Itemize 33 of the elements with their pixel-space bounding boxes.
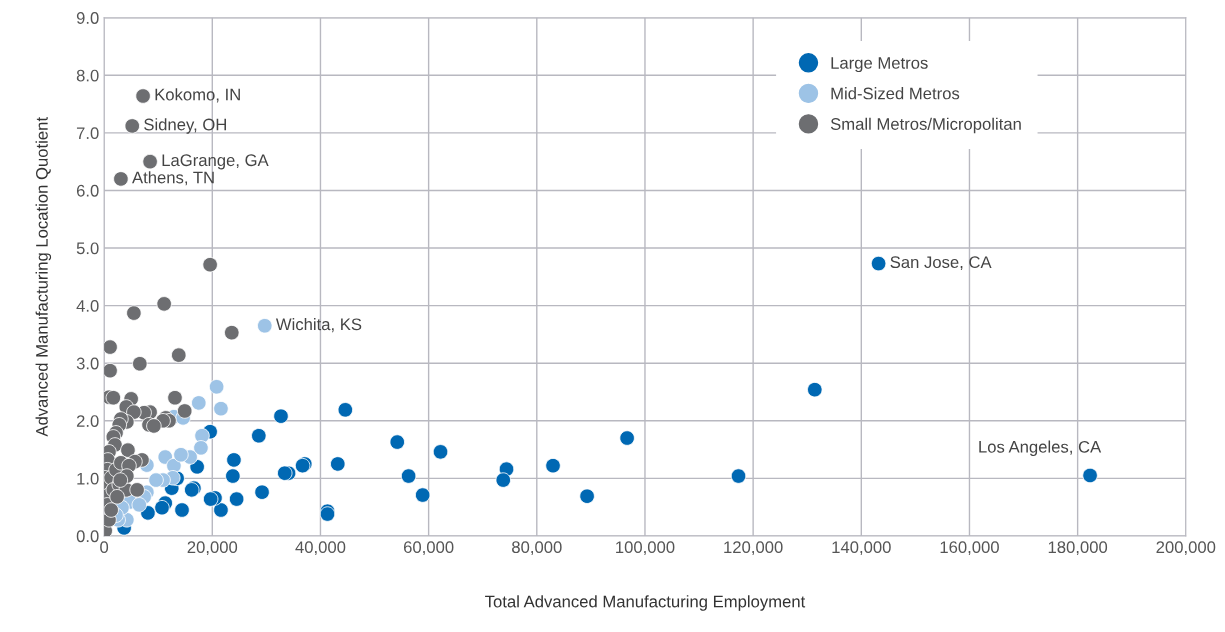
y-tick-label: 8.0 — [76, 69, 99, 82]
y-axis-title: Advanced Manufacturing Location Quotient — [35, 117, 52, 437]
x-tick-label: 40,000 — [295, 541, 346, 556]
x-tick-label: 80,000 — [512, 541, 562, 556]
y-tick-label: 7.0 — [76, 127, 99, 140]
x-tick-label: 160,000 — [940, 541, 999, 556]
x-tick-label: 60,000 — [403, 541, 454, 556]
y-tick-label: 5.0 — [76, 242, 99, 255]
x-tick-label: 120,000 — [724, 541, 783, 556]
x-tick-label: 140,000 — [832, 541, 891, 556]
annotation: Athens, TN — [132, 171, 214, 186]
y-tick-label: 0.0 — [76, 530, 99, 543]
y-tick-label: 4.0 — [76, 300, 99, 312]
x-axis-title: Total Advanced Manufacturing Employment — [485, 595, 806, 611]
annotation: LaGrange, GA — [162, 154, 269, 170]
y-tick-label: 9.0 — [76, 12, 99, 24]
x-tick-label: 0 — [100, 541, 109, 554]
x-tick-label: 20,000 — [187, 541, 238, 556]
legend-label: Small Metros/Micropolitan — [830, 117, 1021, 134]
y-tick-label: 2.0 — [76, 415, 99, 427]
annotation: Kokomo, IN — [155, 88, 240, 103]
annotation: Wichita, KS — [275, 317, 362, 333]
y-tick-label: 6.0 — [76, 184, 99, 197]
annotation: Los Angeles, CA — [979, 440, 1102, 457]
annotation: San Jose, CA — [890, 256, 992, 271]
legend-label: Mid-Sized Metros — [831, 87, 960, 100]
x-tick-label: 200,000 — [1156, 541, 1216, 556]
x-tick-label: 100,000 — [616, 541, 675, 556]
y-tick-label: 1.0 — [77, 472, 99, 485]
legend-label: Large Metros — [831, 57, 928, 73]
x-tick-label: 180,000 — [1048, 541, 1108, 556]
y-tick-label: 3.0 — [76, 357, 99, 370]
annotation: Sidney, OH — [144, 118, 226, 134]
